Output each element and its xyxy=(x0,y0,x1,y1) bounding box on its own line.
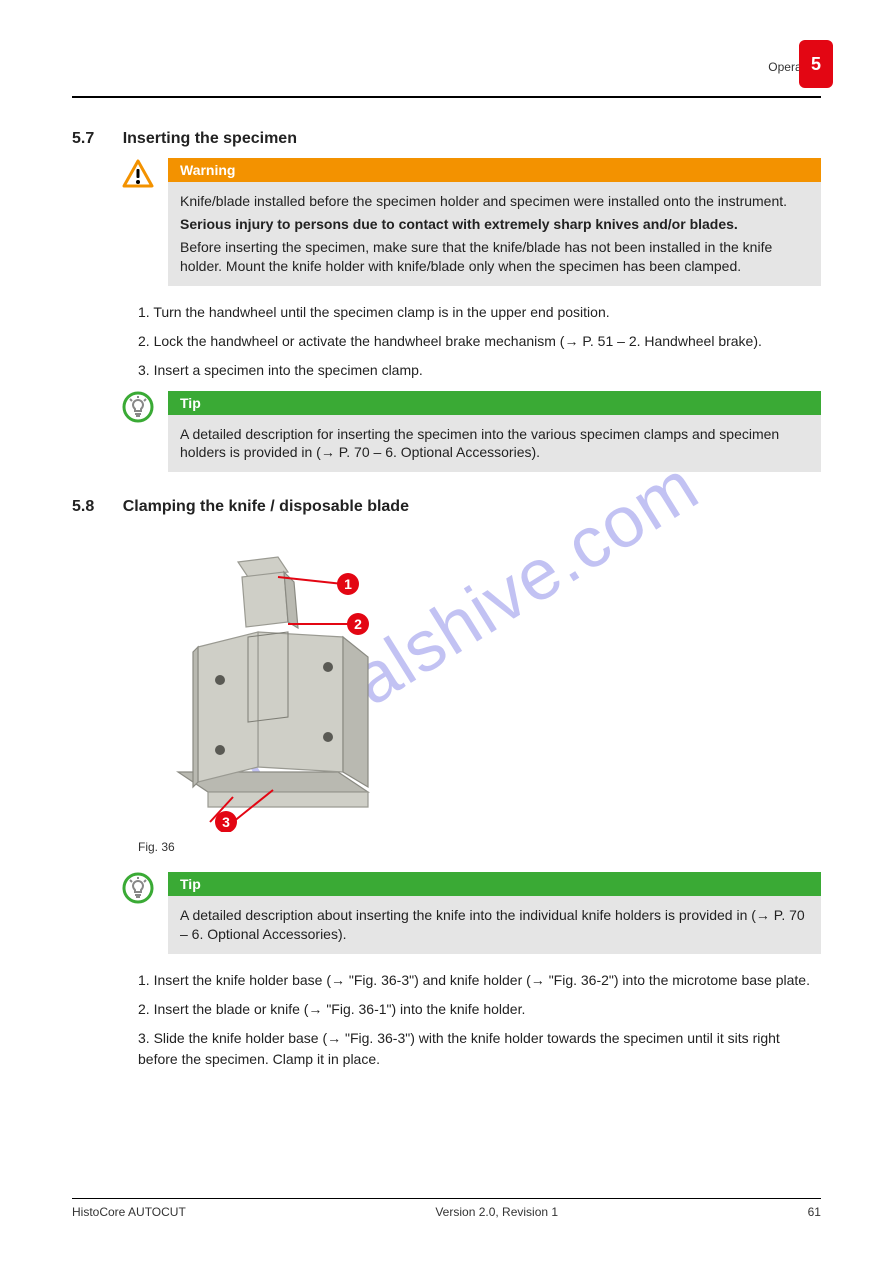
warning-box: Warning Knife/blade installed before the… xyxy=(168,158,821,286)
warning-head: Warning xyxy=(168,158,821,182)
step-1: 1. Turn the handwheel until the specimen… xyxy=(138,302,821,323)
rule-bottom xyxy=(72,1198,821,1199)
after-3: 3. Slide the knife holder base (→ "Fig. … xyxy=(138,1028,821,1070)
tip-icon xyxy=(122,872,154,904)
warning-body: Knife/blade installed before the specime… xyxy=(168,182,821,286)
marker-2: 2 xyxy=(354,616,362,632)
footer-row: HistoCore AUTOCUT Version 2.0, Revision … xyxy=(72,1205,821,1219)
section-5-7-num: 5.7 xyxy=(72,130,94,147)
chapter-tab: 5 xyxy=(799,40,833,88)
tip1-body: A detailed description for inserting the… xyxy=(168,415,821,473)
section-5-8-num: 5.8 xyxy=(72,498,94,515)
figure-caption: Fig. 36 xyxy=(138,840,821,854)
after-1: 1. Insert the knife holder base (→ "Fig.… xyxy=(138,970,821,991)
step-3: 3. Insert a specimen into the specimen c… xyxy=(138,360,821,381)
chapter-number: 5 xyxy=(811,54,821,75)
header-row: Operation xyxy=(72,60,821,74)
tip2-callout: Tip A detailed description about inserti… xyxy=(122,872,821,954)
footer-page: 61 xyxy=(808,1205,821,1219)
tip2-body: A detailed description about inserting t… xyxy=(168,896,821,954)
warning-p1: Knife/blade installed before the specime… xyxy=(180,192,809,211)
tip2-box: Tip A detailed description about inserti… xyxy=(168,872,821,954)
marker-3: 3 xyxy=(222,814,230,830)
warning-callout: Warning Knife/blade installed before the… xyxy=(122,158,821,286)
section-5-8-title: Clamping the knife / disposable blade xyxy=(123,498,409,515)
footer-version: Version 2.0, Revision 1 xyxy=(435,1205,558,1219)
warning-p3: Before inserting the specimen, make sure… xyxy=(180,238,809,276)
tip1-box: Tip A detailed description for inserting… xyxy=(168,391,821,473)
section-5-8: 5.8 Clamping the knife / disposable blad… xyxy=(72,498,821,516)
footer-product: HistoCore AUTOCUT xyxy=(72,1205,186,1219)
marker-1: 1 xyxy=(344,576,352,592)
tip-icon xyxy=(122,391,154,423)
section-5-7-title: Inserting the specimen xyxy=(123,130,297,147)
step-2: 2. Lock the handwheel or activate the ha… xyxy=(138,331,821,352)
tip1-callout: Tip A detailed description for inserting… xyxy=(122,391,821,473)
warning-icon xyxy=(122,158,154,190)
figure-36: 1 2 3 xyxy=(138,532,418,832)
after-2: 2. Insert the blade or knife (→ "Fig. 36… xyxy=(138,999,821,1020)
footer: HistoCore AUTOCUT Version 2.0, Revision … xyxy=(72,1198,821,1219)
section-5-7: 5.7 Inserting the specimen xyxy=(72,130,821,148)
page: manualshive.com Operation 5 5.7 Insertin… xyxy=(0,0,893,1263)
figure-wrap: 1 2 3 xyxy=(138,532,821,832)
content: 5.7 Inserting the specimen Warning Knife… xyxy=(72,130,821,1078)
tip1-head: Tip xyxy=(168,391,821,415)
tip2-head: Tip xyxy=(168,872,821,896)
warning-p2: Serious injury to persons due to contact… xyxy=(180,215,809,234)
rule-top xyxy=(72,96,821,98)
